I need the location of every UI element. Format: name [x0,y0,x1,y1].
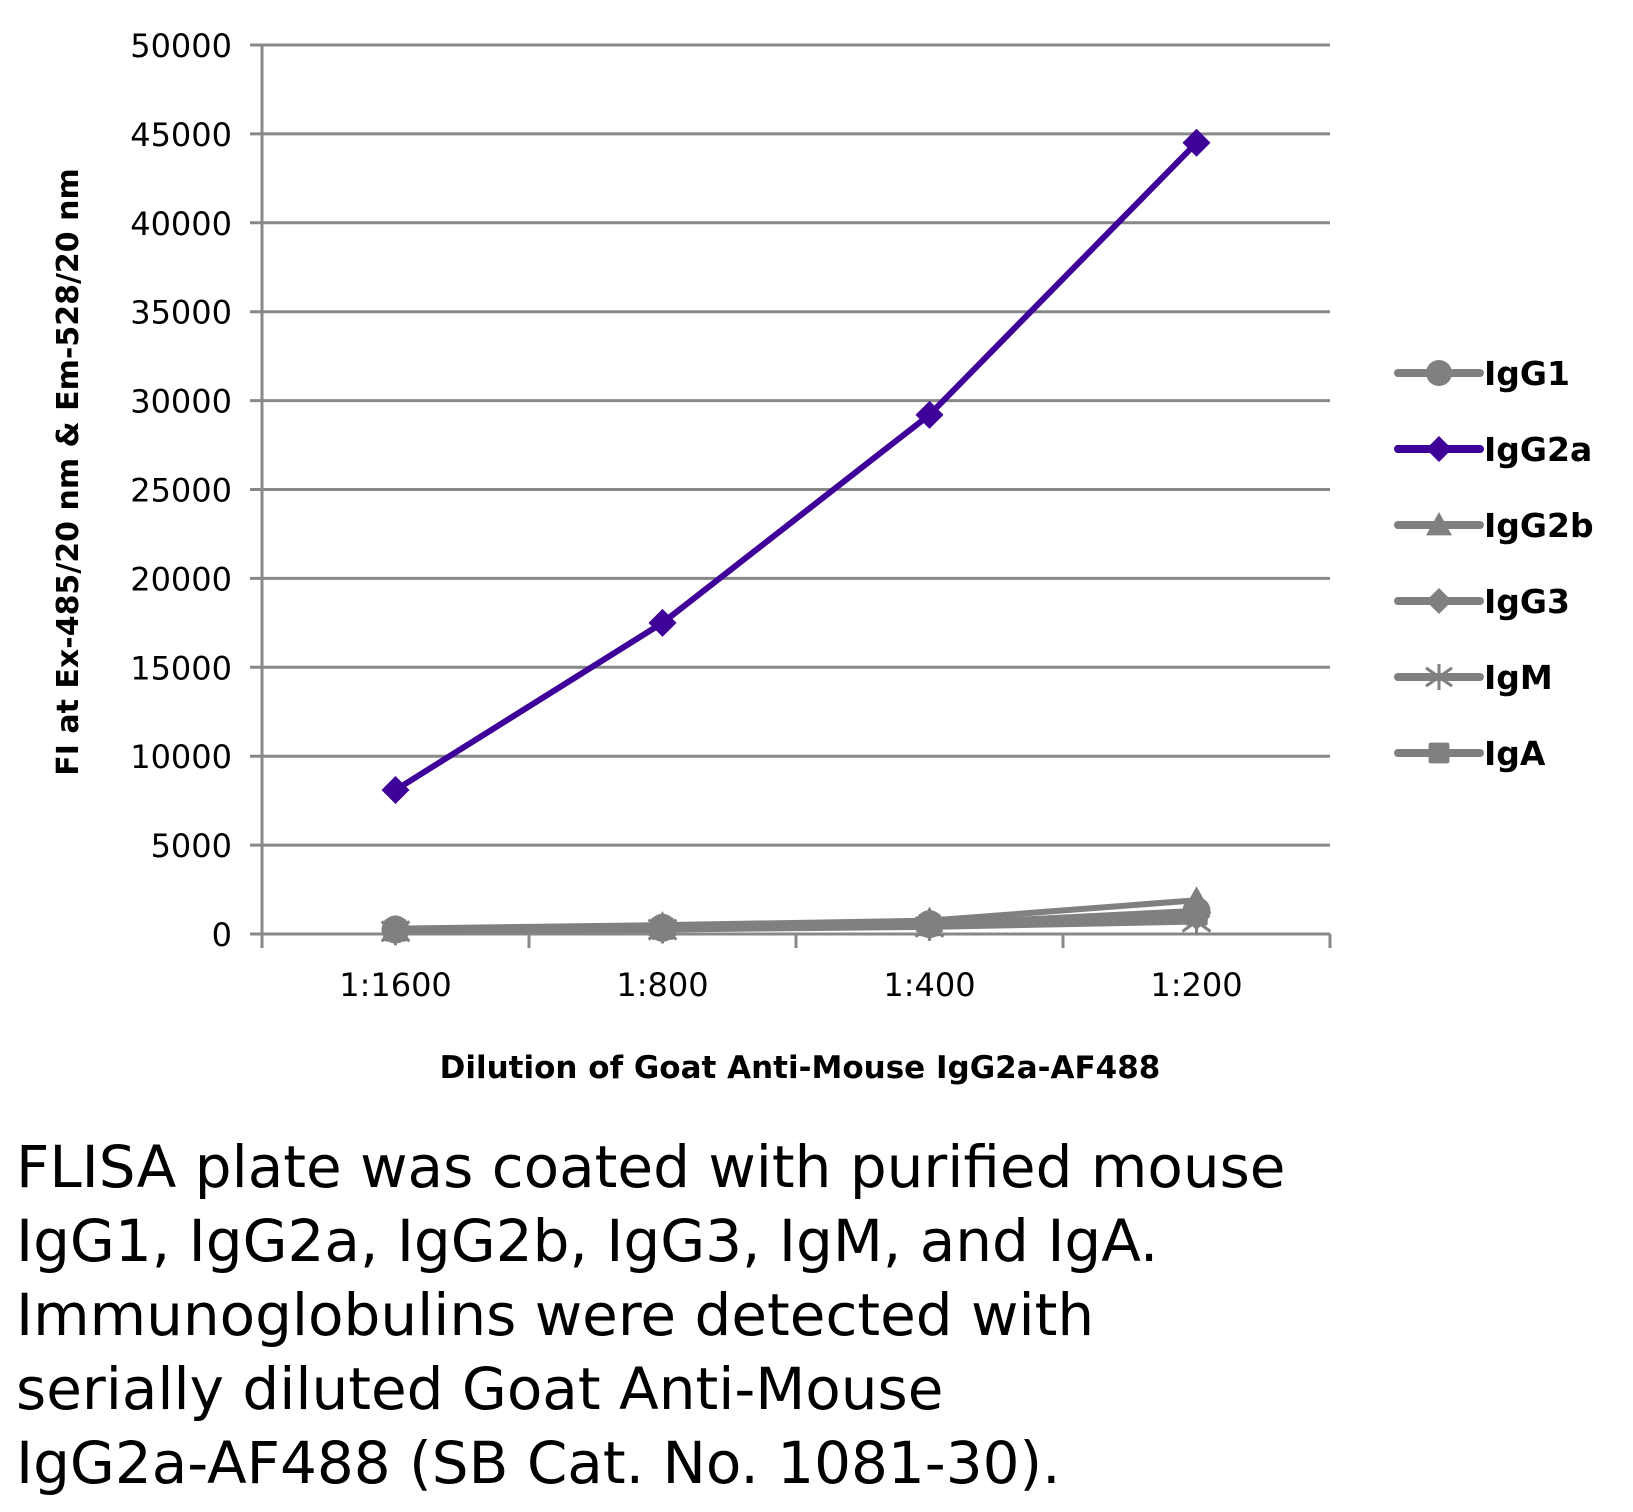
x-tick-label: 1:1600 [339,966,452,1004]
series-line-IgG2a [393,140,1199,793]
marker-square [651,917,674,940]
y-tick-label: 25000 [130,472,232,510]
marker-star [1425,664,1453,690]
y-tick-label: 40000 [130,205,232,243]
marker-square [1185,903,1208,926]
y-tick-label: 10000 [130,738,232,776]
marker-circle [1426,360,1452,386]
y-tick-label: 20000 [130,560,232,598]
legend-label: IgM [1484,658,1553,697]
marker-square [384,919,407,942]
legend-label: IgG1 [1484,354,1570,393]
marker-triangle [1426,512,1452,536]
figure-caption: FLISA plate was coated with purified mou… [16,1130,1616,1500]
legend-label: IgA [1484,734,1546,773]
y-tick-label: 5000 [151,827,232,865]
legend-label: IgG2b [1484,506,1594,545]
caption-line: IgG2a-AF488 (SB Cat. No. 1081-30). [16,1429,1061,1497]
y-tick-label: 15000 [130,649,232,687]
y-axis-label: FI at Ex-485/20 nm & Em-528/20 nm [51,168,86,775]
marker-square [1428,742,1450,764]
caption-line: IgG1, IgG2a, IgG2b, IgG3, IgM, and IgA. [16,1207,1159,1275]
marker-diamond [1182,128,1211,157]
legend-label: IgG2a [1484,430,1592,469]
y-tick-label: 35000 [130,294,232,332]
marker-diamond [381,775,410,804]
series-line-IgA [395,911,1197,934]
caption-line: FLISA plate was coated with purified mou… [16,1133,1286,1201]
legend-label: IgG3 [1484,582,1570,621]
x-tick-label: 1:200 [1150,966,1242,1004]
marker-square [918,913,941,937]
x-tick-label: 1:800 [616,966,708,1004]
marker-diamond [648,608,677,637]
marker-diamond [1426,436,1452,462]
y-tick-label: 30000 [130,383,232,421]
marker-diamond [915,400,944,429]
y-tick-label: 0 [212,916,232,954]
caption-line: serially diluted Goat Anti-Mouse [16,1355,944,1423]
y-tick-label: 50000 [130,27,232,65]
y-tick-label: 45000 [130,116,232,154]
line-chart: 0 5000 10000 15000 20000 25000 30000 35000 40000… [51,27,1594,1086]
caption-line: Immunoglobulins were detected with [16,1281,1095,1349]
x-tick-label: 1:400 [883,966,975,1004]
x-axis-label: Dilution of Goat Anti-Mouse IgG2a-AF488 [440,1050,1161,1086]
marker-diamond [1426,588,1452,614]
